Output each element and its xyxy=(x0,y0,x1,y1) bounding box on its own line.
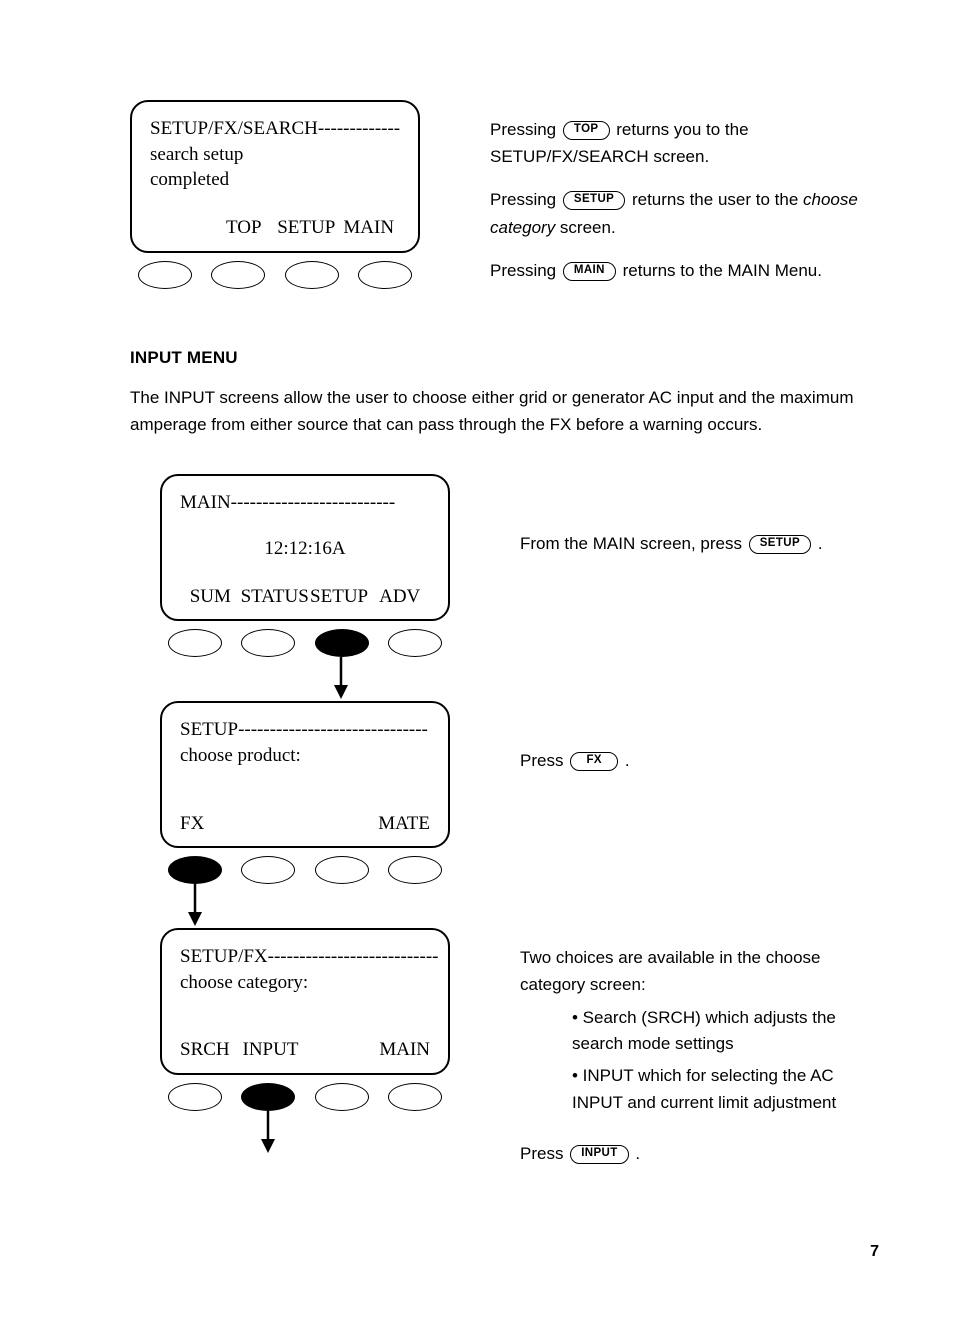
text: Pressing xyxy=(490,190,561,209)
setup-row: SETUP------------------------------ choo… xyxy=(130,701,879,928)
lcd-main: MAIN-------------------------- 12:12:16A… xyxy=(160,474,450,621)
arrow-down-icon xyxy=(160,884,450,928)
page-number: 7 xyxy=(130,1243,879,1261)
fx-badge: FX xyxy=(570,752,618,771)
para-top: Pressing TOP returns you to the SETUP/FX… xyxy=(490,116,879,170)
top-badge: TOP xyxy=(563,121,610,140)
button-row xyxy=(130,261,420,289)
page: SETUP/FX/SEARCH------------- search setu… xyxy=(0,0,954,1321)
setupfx-left: SETUP/FX--------------------------- choo… xyxy=(160,928,480,1155)
soft-button-4[interactable] xyxy=(388,629,442,657)
softkey-labels: SRCH INPUT . MAIN xyxy=(180,1037,430,1063)
main-left: MAIN-------------------------- 12:12:16A… xyxy=(160,474,480,701)
softkey-label: SETUP xyxy=(309,584,370,610)
bullet-list: • Search (SRCH) which adjusts the search… xyxy=(520,1005,879,1116)
soft-button-2[interactable] xyxy=(211,261,265,289)
lcd-header: SETUP/FX/SEARCH------------- xyxy=(150,116,400,142)
softkey-label: SRCH xyxy=(180,1037,243,1063)
top-left: SETUP/FX/SEARCH------------- search setu… xyxy=(130,100,450,289)
text: Pressing xyxy=(490,261,561,280)
soft-button-3[interactable] xyxy=(285,261,339,289)
softkey-label: MAIN xyxy=(338,215,401,241)
para-setup: Pressing SETUP returns the user to the c… xyxy=(490,186,879,240)
main-badge: MAIN xyxy=(563,262,616,281)
lcd-header: SETUP/FX--------------------------- xyxy=(180,944,430,970)
softkey-label: INPUT xyxy=(243,1037,306,1063)
main-right: From the MAIN screen, press SETUP . xyxy=(520,474,879,573)
lcd-setupfx: SETUP/FX--------------------------- choo… xyxy=(160,928,450,1075)
text: screen. xyxy=(555,218,615,237)
choices-intro: Two choices are available in the choose … xyxy=(520,944,879,998)
soft-button-1[interactable] xyxy=(168,1083,222,1111)
para: Press INPUT . xyxy=(520,1140,879,1167)
input-badge: INPUT xyxy=(570,1145,629,1164)
soft-button-4[interactable] xyxy=(358,261,412,289)
soft-button-2[interactable] xyxy=(241,1083,295,1111)
para: From the MAIN screen, press SETUP . xyxy=(520,530,879,557)
soft-button-4[interactable] xyxy=(388,1083,442,1111)
setup-left: SETUP------------------------------ choo… xyxy=(160,701,480,928)
lcd-line: choose product: xyxy=(180,743,430,769)
top-right: Pressing TOP returns you to the SETUP/FX… xyxy=(490,100,879,300)
text: returns the user to the xyxy=(632,190,803,209)
text: From the MAIN screen, press xyxy=(520,534,747,553)
setup-badge: SETUP xyxy=(563,191,625,210)
softkey-label: SUM xyxy=(180,584,241,610)
soft-button-1[interactable] xyxy=(168,629,222,657)
button-row xyxy=(160,856,450,884)
setupfx-right: Two choices are available in the choose … xyxy=(520,928,879,1183)
section-heading: INPUT MENU xyxy=(130,348,879,368)
setupfx-row: SETUP/FX--------------------------- choo… xyxy=(130,928,879,1183)
text: Pressing xyxy=(490,120,561,139)
intro-para: The INPUT screens allow the user to choo… xyxy=(130,384,879,438)
bullet-item: • Search (SRCH) which adjusts the search… xyxy=(572,1005,879,1058)
para-main: Pressing MAIN returns to the MAIN Menu. xyxy=(490,257,879,284)
text: . xyxy=(625,751,630,770)
lcd-line: choose category: xyxy=(180,970,430,996)
soft-button-3[interactable] xyxy=(315,1083,369,1111)
lcd-time: 12:12:16A xyxy=(180,536,430,562)
text: . xyxy=(635,1144,640,1163)
softkey-labels: . TOP SETUP MAIN xyxy=(150,215,400,241)
text: returns to the MAIN Menu. xyxy=(623,261,822,280)
text: . xyxy=(818,534,823,553)
setup-right: Press FX . xyxy=(520,701,879,790)
soft-button-1[interactable] xyxy=(138,261,192,289)
lcd-line: search setup xyxy=(150,142,400,168)
softkey-labels: SUM STATUS SETUP ADV xyxy=(180,584,430,610)
lcd-header: MAIN-------------------------- xyxy=(180,490,430,516)
softkey-label: FX xyxy=(180,811,243,837)
softkey-label: MAIN xyxy=(368,1037,431,1063)
soft-button-3[interactable] xyxy=(315,856,369,884)
soft-button-4[interactable] xyxy=(388,856,442,884)
text: Press xyxy=(520,1144,568,1163)
setup-badge: SETUP xyxy=(749,535,811,554)
text: Press xyxy=(520,751,568,770)
soft-button-3[interactable] xyxy=(315,629,369,657)
arrow-down-icon xyxy=(160,657,450,701)
main-row: MAIN-------------------------- 12:12:16A… xyxy=(130,474,879,701)
button-row xyxy=(160,1083,450,1111)
softkey-label: MATE xyxy=(368,811,431,837)
arrow-down-icon xyxy=(160,1111,450,1155)
softkey-labels: FX . . MATE xyxy=(180,811,430,837)
button-row xyxy=(160,629,450,657)
lcd-search-complete: SETUP/FX/SEARCH------------- search setu… xyxy=(130,100,420,253)
softkey-label: STATUS xyxy=(241,584,309,610)
soft-button-2[interactable] xyxy=(241,629,295,657)
lcd-header: SETUP------------------------------ xyxy=(180,717,430,743)
lcd-line: completed xyxy=(150,167,400,193)
para: Press FX . xyxy=(520,747,879,774)
bullet-item: • INPUT which for selecting the AC INPUT… xyxy=(572,1063,879,1116)
soft-button-1[interactable] xyxy=(168,856,222,884)
top-row: SETUP/FX/SEARCH------------- search setu… xyxy=(130,100,879,300)
softkey-label: TOP xyxy=(213,215,276,241)
softkey-label: SETUP xyxy=(275,215,338,241)
soft-button-2[interactable] xyxy=(241,856,295,884)
lcd-setup: SETUP------------------------------ choo… xyxy=(160,701,450,848)
softkey-label: ADV xyxy=(369,584,430,610)
